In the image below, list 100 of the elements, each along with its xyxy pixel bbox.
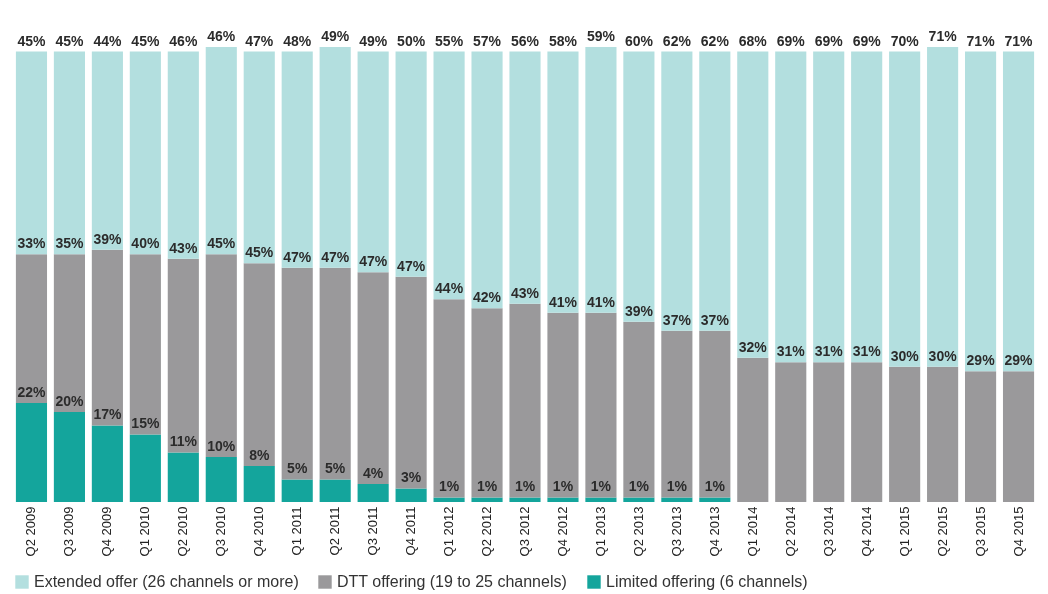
- x-tick-label: Q2 2013: [630, 506, 646, 557]
- bar: [813, 51, 845, 363]
- bar: [129, 51, 161, 255]
- data-label: 46%: [207, 28, 236, 44]
- data-label: 40%: [131, 235, 160, 252]
- x-tick-label: Q4 2013: [706, 506, 722, 557]
- bar: [851, 51, 883, 363]
- data-label: 11%: [169, 433, 198, 450]
- data-label: 30%: [890, 347, 920, 364]
- data-label: 43%: [510, 284, 540, 301]
- data-label: 29%: [1004, 352, 1034, 369]
- data-label: 47%: [397, 257, 426, 274]
- bar: [737, 357, 769, 502]
- x-tick-label: Q4 2014: [858, 506, 874, 557]
- data-label: 3%: [400, 469, 422, 486]
- x-tick-label: Q3 2010: [213, 506, 229, 557]
- data-label: 30%: [928, 347, 958, 364]
- data-label: 47%: [245, 32, 274, 49]
- data-label: 35%: [55, 235, 84, 252]
- x-tick-label: Q2 2010: [175, 506, 191, 557]
- data-label: 69%: [776, 32, 806, 49]
- data-label: 45%: [207, 235, 236, 252]
- bar: [471, 497, 503, 502]
- data-label: 71%: [928, 28, 958, 44]
- bar: [585, 497, 617, 502]
- data-label: 71%: [966, 32, 996, 49]
- bar: [433, 497, 465, 502]
- x-tick-label: Q4 2010: [251, 506, 267, 557]
- bar: [15, 254, 48, 403]
- data-label: 41%: [548, 293, 578, 310]
- bar: [53, 411, 85, 502]
- bar: [319, 479, 351, 502]
- bar: [319, 267, 351, 480]
- data-label: 33%: [17, 235, 47, 252]
- x-tick-label: Q1 2010: [137, 506, 153, 557]
- data-label: 68%: [738, 32, 768, 49]
- legend-label: Limited offering (6 channels): [606, 573, 808, 590]
- bar: [889, 366, 921, 502]
- data-label: 44%: [435, 280, 464, 297]
- bar: [547, 497, 579, 502]
- bar: [167, 51, 199, 259]
- data-label: 57%: [473, 32, 502, 49]
- bar: [205, 456, 237, 502]
- bar: [661, 51, 693, 331]
- bar: [661, 330, 693, 498]
- data-label: 5%: [325, 460, 346, 477]
- bar: [357, 51, 389, 273]
- bar: [91, 51, 123, 250]
- x-tick-label: Q3 2015: [972, 506, 988, 557]
- data-label: 47%: [283, 248, 312, 265]
- x-tick-label: Q1 2015: [896, 506, 912, 557]
- data-label: 37%: [700, 311, 730, 328]
- x-tick-label: Q4 2015: [1010, 506, 1026, 557]
- bar: [623, 51, 655, 322]
- data-label: 69%: [852, 32, 882, 49]
- data-label: 49%: [321, 28, 350, 44]
- data-label: 49%: [359, 32, 388, 49]
- bar: [889, 51, 921, 367]
- data-label: 42%: [473, 289, 502, 306]
- bar: [281, 51, 313, 268]
- data-label: 59%: [586, 28, 616, 44]
- data-label: 62%: [700, 32, 730, 49]
- bar: [129, 434, 161, 502]
- data-label: 20%: [55, 392, 84, 409]
- bar: [395, 51, 427, 277]
- bar: [737, 51, 769, 358]
- x-tick-label: Q3 2014: [820, 506, 836, 557]
- bar: [471, 51, 503, 309]
- x-tick-label: Q2 2009: [23, 506, 39, 557]
- legend-label: DTT offering (19 to 25 channels): [337, 573, 567, 590]
- data-label: 1%: [590, 478, 612, 495]
- data-label: 60%: [624, 32, 654, 49]
- bar: [775, 51, 807, 363]
- bar: [395, 276, 427, 489]
- bar: [433, 51, 465, 300]
- data-label: 43%: [169, 239, 198, 256]
- bar: [585, 312, 617, 498]
- data-label: 1%: [666, 478, 688, 495]
- bar: [851, 362, 883, 502]
- bar: [129, 254, 161, 435]
- bar: [775, 362, 807, 502]
- data-label: 32%: [738, 338, 768, 355]
- data-label: 50%: [397, 32, 426, 49]
- data-label: 41%: [586, 293, 616, 310]
- data-label: 44%: [93, 32, 122, 49]
- data-label: 1%: [628, 478, 650, 495]
- bar: [167, 452, 199, 502]
- bar: [395, 488, 427, 502]
- data-label: 55%: [435, 32, 464, 49]
- bar: [699, 497, 731, 502]
- data-label: 17%: [93, 406, 122, 423]
- bar: [243, 51, 275, 264]
- data-label: 1%: [514, 478, 536, 495]
- data-label: 1%: [704, 478, 726, 495]
- data-label: 31%: [814, 343, 844, 360]
- bar: [243, 465, 275, 502]
- bar: [281, 267, 313, 480]
- bar: [623, 321, 655, 498]
- bar: [927, 366, 959, 502]
- legend-label: Extended offer (26 channels or more): [34, 573, 299, 590]
